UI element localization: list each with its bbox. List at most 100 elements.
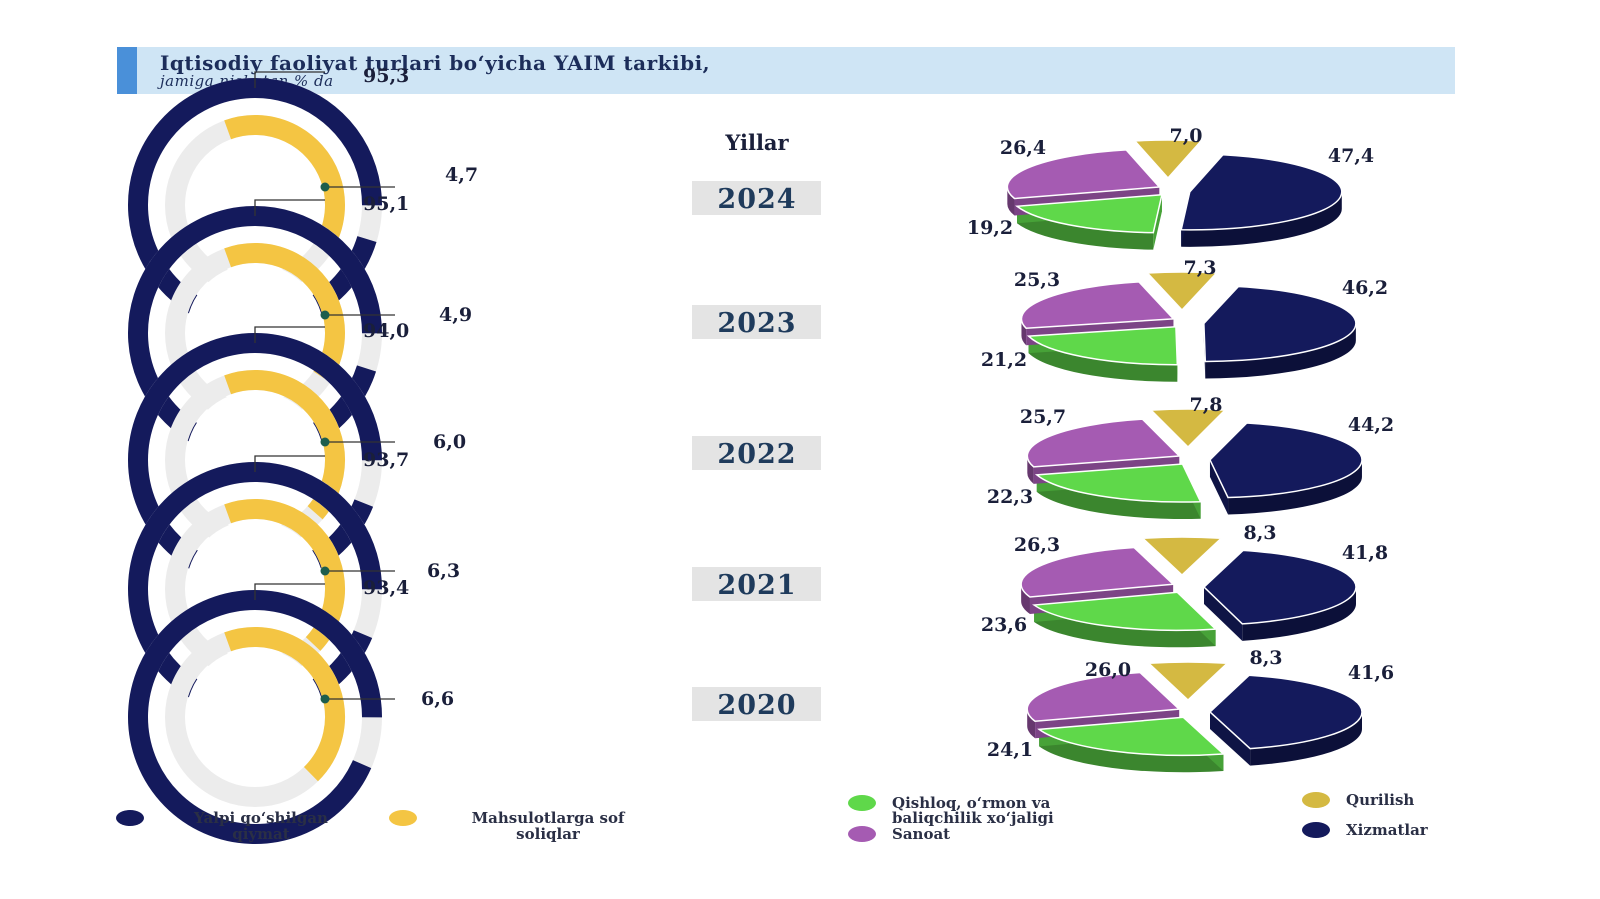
pie-slice-xizmatlar bbox=[1203, 285, 1357, 363]
pie-side-wall bbox=[1039, 729, 1224, 773]
pie-slice-sanoat bbox=[1006, 149, 1161, 200]
legend-label: soliqlar bbox=[516, 825, 581, 843]
pie-slice-sanoat bbox=[1020, 546, 1175, 598]
pie-side-wall bbox=[1205, 323, 1356, 379]
legend-label: qiymat bbox=[232, 825, 289, 843]
donut-outer-label: 95,3 bbox=[363, 65, 409, 87]
donut-inner-label: 6,0 bbox=[433, 431, 466, 453]
donut-chart-2020: 93,4 6,6 bbox=[127, 577, 454, 844]
legend-label: Yalpi qo‘shilgan bbox=[193, 809, 328, 827]
legend-swatch bbox=[389, 810, 417, 826]
pie-label-qurilish: 7,3 bbox=[1183, 257, 1216, 279]
legend-item-sanoat: Sanoat bbox=[848, 825, 950, 843]
year-box bbox=[692, 567, 821, 601]
year-label-2022: 2022 bbox=[717, 439, 796, 470]
pie-chart-2022: 22,3 25,7 7,8 44,2 bbox=[987, 394, 1394, 520]
pie-cut-face bbox=[1203, 587, 1243, 641]
pie-slice-sanoat bbox=[1026, 418, 1181, 468]
pie-label-sanoat: 25,3 bbox=[1014, 269, 1060, 291]
year-box bbox=[692, 436, 821, 470]
pie-label-xizmatlar: 44,2 bbox=[1348, 414, 1394, 436]
pie-slice-qishloq bbox=[1015, 193, 1163, 234]
legend-label: Mahsulotlarga sof bbox=[472, 809, 626, 827]
pie-chart-2020: 24,1 26,0 8,3 41,6 bbox=[987, 647, 1394, 773]
pie-cut-face bbox=[1209, 459, 1229, 515]
pie-slice-qishloq bbox=[1034, 463, 1202, 503]
pie-side-wall bbox=[1181, 191, 1342, 247]
pie-label-qishloq: 21,2 bbox=[981, 349, 1027, 371]
years-heading: Yillar bbox=[724, 130, 789, 155]
donut-outer-label: 95,1 bbox=[363, 193, 409, 215]
donut-arc-soliqlar bbox=[165, 243, 345, 424]
pie-chart-2024: 19,2 26,4 7,0 47,4 bbox=[967, 125, 1374, 250]
legend-label: Qurilish bbox=[1346, 791, 1414, 809]
legend-label: Xizmatlar bbox=[1346, 821, 1429, 839]
legend-item-xizmatlar: Xizmatlar bbox=[1302, 821, 1429, 839]
donut-chart-2023: 95,1 4,9 bbox=[128, 193, 472, 460]
pie-label-qishloq: 24,1 bbox=[987, 739, 1033, 761]
donut-outer-label: 93,7 bbox=[363, 449, 409, 471]
donut-arc-yalpi bbox=[127, 590, 382, 844]
pie-slice-qurilish bbox=[1149, 408, 1227, 449]
pie-cut-face bbox=[1209, 711, 1251, 766]
donut-inner-label: 6,3 bbox=[427, 560, 460, 582]
donut-arc-soliqlar bbox=[165, 115, 345, 295]
legend-swatch bbox=[1302, 792, 1330, 808]
pie-slice-sanoat bbox=[1026, 671, 1181, 723]
pie-label-sanoat: 25,7 bbox=[1020, 406, 1066, 428]
year-label-2021: 2021 bbox=[717, 570, 796, 601]
pie-side-wall bbox=[1250, 711, 1362, 766]
legend-label: baliqchilik xo‘jaligi bbox=[892, 809, 1054, 827]
donut-arc-soliqlar bbox=[165, 627, 345, 807]
year-box bbox=[692, 687, 821, 721]
year-box bbox=[692, 181, 821, 215]
pie-label-sanoat: 26,3 bbox=[1014, 534, 1060, 556]
header-accent-bar bbox=[117, 47, 137, 94]
pie-label-sanoat: 26,4 bbox=[1000, 137, 1046, 159]
pie-slice-xizmatlar bbox=[1209, 422, 1363, 499]
pie-slice-qishloq bbox=[1037, 716, 1226, 757]
pie-label-qishloq: 23,6 bbox=[981, 614, 1027, 636]
chart-header: Iqtisodiy faoliyat turlari bo‘yicha YAIM… bbox=[117, 47, 1455, 94]
pie-label-qishloq: 22,3 bbox=[987, 486, 1033, 508]
pie-chart-2023: 21,2 25,3 7,3 46,2 bbox=[981, 257, 1388, 382]
pie-slice-xizmatlar bbox=[1208, 674, 1363, 750]
pie-slice-xizmatlar bbox=[1180, 153, 1343, 231]
donut-arc-soliqlar bbox=[165, 499, 345, 679]
legend-swatch bbox=[848, 795, 876, 811]
legend-swatch bbox=[116, 810, 144, 826]
donut-chart-2024: 95,3 4,7 bbox=[128, 65, 478, 332]
year-label-2023: 2023 bbox=[717, 308, 796, 339]
pie-slice-qishloq bbox=[1032, 591, 1218, 632]
pie-side-wall bbox=[1027, 456, 1034, 484]
pie-slice-sanoat bbox=[1020, 281, 1176, 329]
pie-label-xizmatlar: 41,8 bbox=[1342, 542, 1388, 564]
pie-slice-qurilish bbox=[1147, 661, 1229, 702]
pie-label-xizmatlar: 47,4 bbox=[1328, 145, 1374, 167]
pie-side-wall bbox=[1242, 587, 1356, 641]
donut-arc-soliqlar bbox=[165, 370, 345, 550]
pie-label-qurilish: 7,8 bbox=[1189, 394, 1222, 416]
pie-label-sanoat: 26,0 bbox=[1085, 659, 1131, 681]
pie-slice-qurilish bbox=[1141, 536, 1223, 577]
legend-swatch bbox=[1302, 822, 1330, 838]
pie-slice-qurilish bbox=[1133, 139, 1203, 180]
year-box bbox=[692, 305, 821, 339]
donut-outer-label: 94,0 bbox=[363, 320, 409, 342]
chart-title: Iqtisodiy faoliyat turlari bo‘yicha YAIM… bbox=[160, 51, 711, 75]
pie-side-wall bbox=[1021, 318, 1027, 346]
pie-side-wall bbox=[1028, 336, 1178, 382]
pie-side-wall bbox=[1228, 459, 1362, 515]
donut-inner-label: 4,7 bbox=[445, 164, 478, 186]
pie-side-wall bbox=[1034, 605, 1216, 648]
year-label-2024: 2024 bbox=[717, 184, 796, 215]
pie-side-wall bbox=[1036, 474, 1201, 520]
pie-slice-qurilish bbox=[1145, 271, 1219, 312]
legend-label: Sanoat bbox=[892, 825, 950, 843]
pie-label-qurilish: 8,3 bbox=[1243, 522, 1276, 544]
legend-label: Qishloq, o‘rmon va bbox=[892, 794, 1051, 812]
